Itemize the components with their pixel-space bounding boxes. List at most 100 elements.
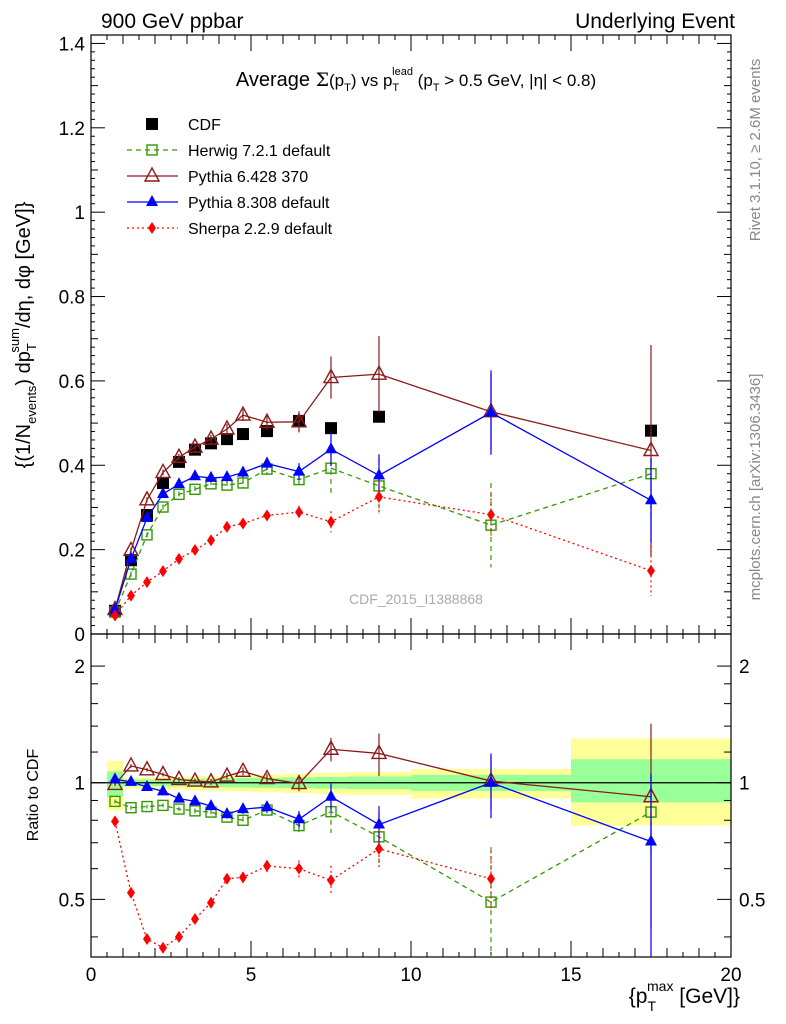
main-sherpa-2-2-9-default-point [239,517,247,530]
ratio-pythia-8-308-default-point [293,812,305,824]
main-pythia-6-428-370-point [186,437,204,453]
main-herwig-7-2-1-default-point [189,483,201,496]
ratio-sherpa-2-2-9-default-point [127,886,135,899]
legend-label-cdf: CDF [188,117,221,134]
ratio-pythia-6-428-370-point [186,771,204,787]
main-y-tick-label: 0.4 [59,456,86,477]
main-y-tick-label: 1 [74,203,85,224]
main-pythia-8-308-default-point [373,468,385,480]
ratio-pythia-8-308-default-point [645,834,657,846]
main-pythia-6-428-370-point [170,447,188,463]
main-sherpa-2-2-9-default-point [375,490,383,503]
ratio-pythia-6-428-370-point [370,743,388,760]
main-y-tick-label: 1.4 [59,34,86,55]
ratio-sherpa-2-2-9-default-point [263,859,271,872]
ratio-y-tick-label: 0.5 [59,890,85,911]
main-ylabel: {(1/Nevents) dpTsum/dη, dφ [GeV]} [7,201,39,468]
ratio-pythia-6-428-370-point [258,769,276,785]
main-herwig-7-2-1-default-point [157,501,169,513]
ratio-herwig-7-2-1-default-point [189,805,201,817]
main-herwig-7-2-1-default-point [141,529,153,541]
ratio-ylabel: Ratio to CDF [25,749,42,842]
main-cdf-point [261,425,273,438]
main-sherpa-2-2-9-default-point [127,589,135,602]
main-herwig-7-2-1-default-point [237,477,249,489]
main-pythia-8-308-default-point [157,486,169,498]
x-tick-label: 10 [400,965,421,986]
ratio-pythia-8-308-default-point [373,817,385,829]
ratio-pythia-6-428-370-point [202,772,220,788]
ratio-y-tick-label-right: 0.5 [739,890,765,911]
main-sherpa-2-2-9-default-point [487,508,495,521]
header-right: Underlying Event [575,10,735,33]
legend-marker-herwig-7-2-1-default [146,144,158,156]
main-pythia-6-428-370-point [642,441,660,457]
ratio-pythia-8-308-default-point [157,784,169,796]
ratio-sherpa-2-2-9-default-point [159,941,167,954]
ratio-pythia-6-428-370-point [322,739,340,755]
main-pythia-8-308-default-point [261,456,273,468]
ratio-pythia-8-308-default-point [205,799,217,811]
ratio-sherpa-2-2-9-default-point [223,872,231,885]
ratio-pythia-8-308-default-point [173,791,185,803]
ratio-y-tick-label-right: 1 [739,774,750,795]
ratio-pythia-8-308-default-point [325,789,337,801]
ratio-y-tick-label: 1 [74,774,85,795]
main-pythia-8-308-default-point [325,442,337,454]
main-pythia-8-308-default-point [125,551,137,563]
legend-label-pythia-6-428-370: Pythia 6.428 370 [188,169,308,186]
main-herwig-7-2-1-default-point [173,488,185,501]
main-cdf-point [237,428,249,441]
main-pythia-6-428-370-point [322,368,340,384]
ratio-pythia-8-308-default-point [261,800,273,812]
main-pythia-8-308-default-point [141,510,153,522]
ratio-y-tick-label: 2 [74,657,85,678]
main-pythia-8-308-default-point [485,405,497,417]
ratio-sherpa-2-2-9-default-point [191,912,199,925]
main-pythia-8-308-default-line [114,411,652,611]
analysis-watermark: CDF_2015_I1388868 [349,591,483,607]
ratio-pythia-6-428-370-point [122,756,140,772]
main-y-tick-label: 0 [74,625,85,646]
ratio-herwig-7-2-1-default-point [125,802,137,814]
main-pythia-8-308-default-point [293,464,305,476]
main-cdf-point [157,476,169,489]
main-y-tick-label: 0.8 [59,288,85,309]
ratio-pythia-8-308-default-point [125,774,137,786]
main-sherpa-2-2-9-default-point [207,534,215,547]
main-sherpa-2-2-9-default-point [191,544,199,557]
ratio-panel: 0 5 10 15 20 0.5 0.5 1 1 2 2 [59,633,765,986]
main-pythia-8-308-default-point [237,465,249,477]
main-pythia-6-428-370-point [154,462,172,479]
main-pythia-8-308-default-point [189,469,201,481]
main-frame [90,34,732,635]
ratio-herwig-7-2-1-default-point [237,814,249,826]
main-sherpa-2-2-9-default-point [143,576,151,589]
main-y-tick-label: 0.2 [59,541,85,562]
x-tick-label: 20 [720,965,741,986]
main-y-tick-label: 1.2 [59,119,85,140]
main-pythia-6-428-370-point [290,412,308,428]
ratio-sherpa-2-2-9-default-point [295,862,303,875]
main-sherpa-2-2-9-default-point [327,515,335,528]
main-sherpa-2-2-9-default-point [111,609,119,622]
main-sherpa-2-2-9-default-point [223,520,231,533]
ratio-herwig-7-2-1-default-point [157,799,169,812]
legend-label-herwig-7-2-1-default: Herwig 7.2.1 default [188,143,331,160]
ratio-y-tick-label-right: 2 [739,657,750,678]
ratio-pythia-8-308-default-point [141,779,153,791]
ratio-sherpa-2-2-9-default-point [207,896,215,909]
main-pythia-8-308-default-point [221,470,233,482]
x-tick-label: 5 [246,965,257,986]
legend-marker-pythia-6-428-370 [143,166,161,182]
ratio-sherpa-2-2-9-default-line [114,821,492,949]
main-pythia-8-308-default-point [645,493,657,505]
ratio-pythia-8-308-default-point [189,794,201,806]
header-left: 900 GeV ppbar [101,10,243,33]
main-pythia-6-428-370-point [202,429,220,445]
ratio-sherpa-2-2-9-default-point [375,842,383,855]
ratio-pythia-6-428-370-point [218,766,236,782]
ratio-pythia-6-428-370-point [154,765,172,781]
x-tick-label: 15 [560,965,581,986]
